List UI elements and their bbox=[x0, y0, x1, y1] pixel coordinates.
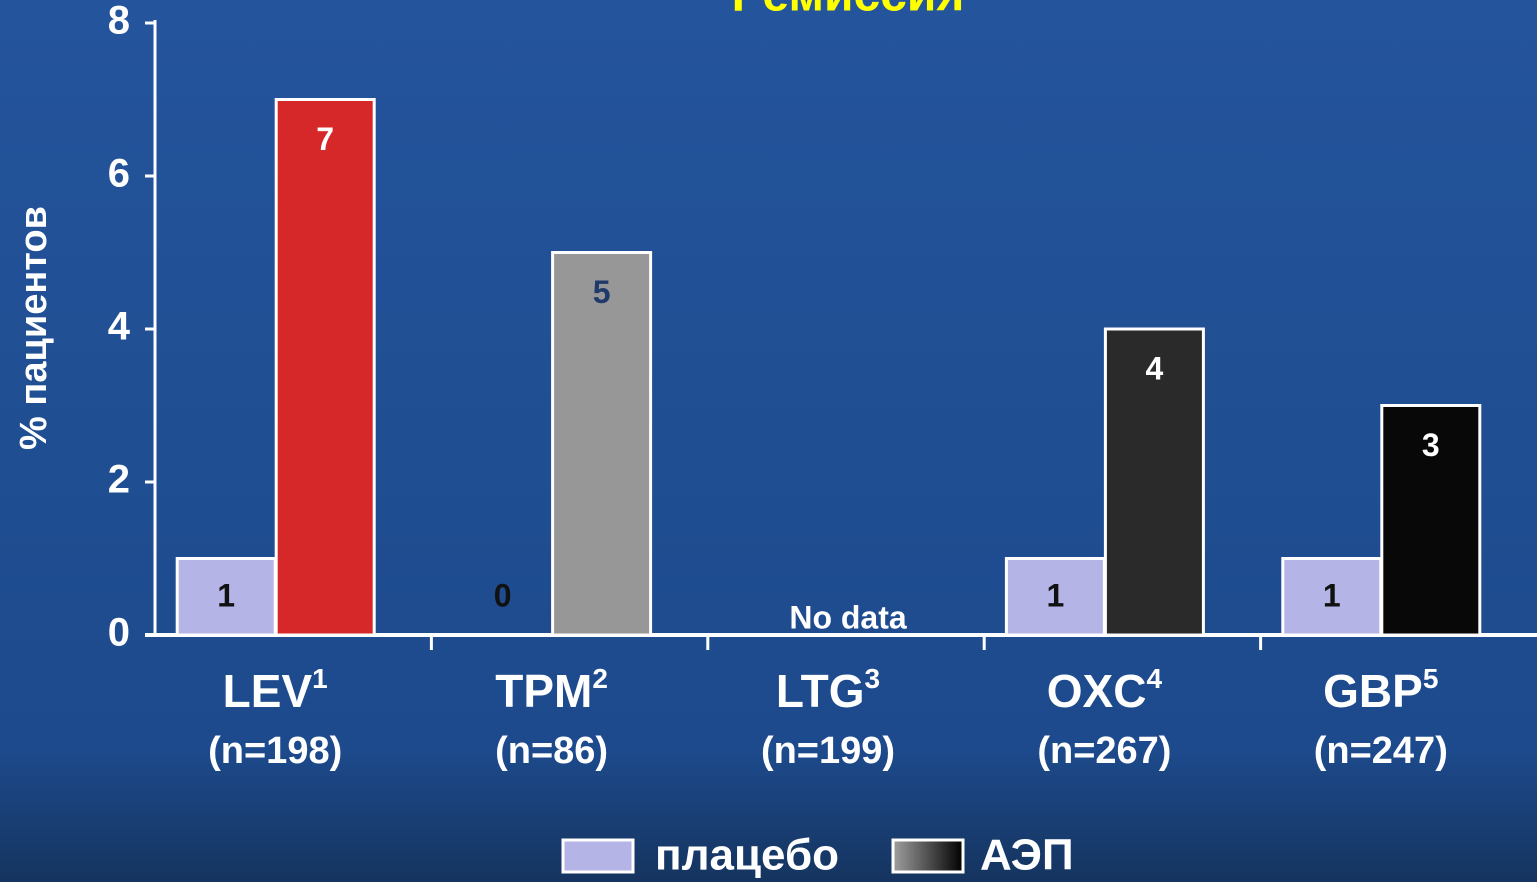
y-axis-label: % пациентов bbox=[13, 206, 55, 450]
legend-swatch bbox=[891, 838, 965, 874]
value-label: 5 bbox=[593, 274, 611, 310]
value-label: 1 bbox=[1047, 577, 1065, 613]
legend-swatch bbox=[561, 838, 635, 874]
category-superscript: 4 bbox=[1146, 663, 1162, 694]
bar bbox=[1103, 327, 1205, 637]
y-tick-label: 4 bbox=[108, 305, 131, 349]
category-name: GBP bbox=[1323, 665, 1423, 717]
bar bbox=[551, 251, 653, 637]
value-label: 0 bbox=[494, 577, 512, 613]
x-tick-label: GBP5 bbox=[1323, 663, 1438, 717]
category-name: OXC bbox=[1047, 665, 1147, 717]
x-tick-label: TPM2 bbox=[495, 663, 608, 717]
value-label: 7 bbox=[316, 121, 334, 157]
category-name: LTG bbox=[776, 665, 865, 717]
y-tick-label: 2 bbox=[108, 458, 130, 502]
category-subtitle: (n=86) bbox=[495, 730, 608, 772]
category-name: LEV bbox=[223, 665, 313, 717]
value-label: 1 bbox=[1323, 577, 1341, 613]
x-tick-label: LTG3 bbox=[776, 663, 880, 717]
bar bbox=[1380, 404, 1482, 637]
value-label: 3 bbox=[1422, 427, 1440, 463]
category-superscript: 5 bbox=[1423, 663, 1439, 694]
legend-label: АЭП bbox=[980, 831, 1074, 880]
category-superscript: 2 bbox=[592, 663, 608, 694]
category-name: TPM bbox=[495, 665, 592, 717]
legend-label: плацебо bbox=[655, 831, 839, 880]
chart-title: Ремиссия bbox=[732, 0, 965, 22]
y-tick-label: 6 bbox=[108, 152, 130, 196]
bar bbox=[274, 98, 376, 637]
x-tick-label: LEV1 bbox=[223, 663, 328, 717]
annotation: No data bbox=[789, 599, 907, 635]
value-label: 4 bbox=[1146, 350, 1164, 386]
category-superscript: 3 bbox=[865, 663, 881, 694]
category-superscript: 1 bbox=[312, 663, 328, 694]
category-subtitle: (n=267) bbox=[1037, 730, 1171, 772]
y-tick-label: 0 bbox=[108, 611, 130, 655]
x-tick-label: OXC4 bbox=[1047, 663, 1163, 717]
category-subtitle: (n=247) bbox=[1314, 730, 1448, 772]
category-subtitle: (n=199) bbox=[761, 730, 895, 772]
category-subtitle: (n=198) bbox=[208, 730, 342, 772]
value-label: 1 bbox=[217, 577, 235, 613]
y-tick-label: 8 bbox=[108, 0, 130, 43]
